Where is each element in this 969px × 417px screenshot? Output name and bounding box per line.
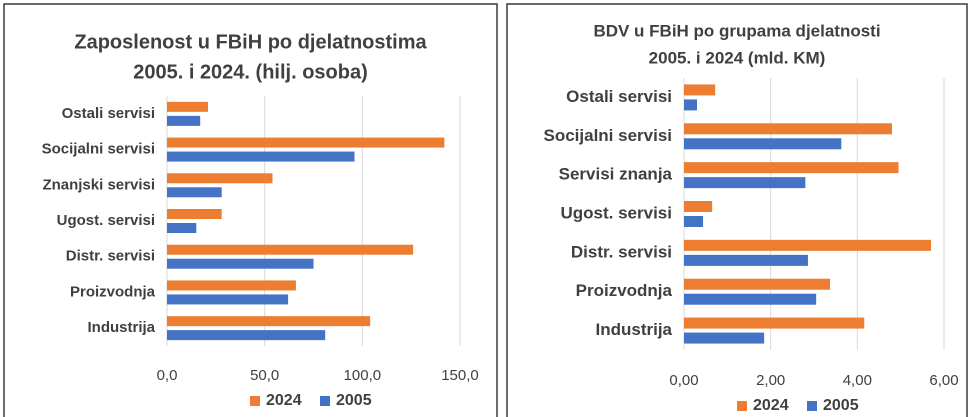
bar xyxy=(167,209,222,219)
y-tick-label: Distr. servisi xyxy=(66,248,155,265)
x-tick-label: 0,00 xyxy=(669,372,698,389)
x-tick-label: 2,00 xyxy=(756,372,785,389)
bar xyxy=(684,177,806,189)
y-tick-label: Socijalni servisi xyxy=(543,126,672,145)
bar xyxy=(167,151,355,162)
bar xyxy=(684,162,899,174)
y-tick-label: Socijalni servisi xyxy=(42,141,155,158)
panel-border xyxy=(3,3,498,417)
x-tick-label: 6,00 xyxy=(929,372,958,389)
bar xyxy=(684,123,892,135)
bar xyxy=(684,216,704,227)
bar xyxy=(167,258,314,269)
x-tick-label: 4,00 xyxy=(843,372,872,389)
bar xyxy=(684,293,817,305)
x-tick-label: 0,0 xyxy=(157,367,178,384)
x-tick-label: 100,0 xyxy=(344,367,382,384)
y-tick-label: Servisi znanja xyxy=(559,165,673,184)
bar xyxy=(167,115,201,126)
bar xyxy=(684,201,713,212)
bar xyxy=(684,138,842,150)
y-tick-label: Distr. servisi xyxy=(571,242,672,261)
chart-title: 2005. i 2024. (hilj. osoba) xyxy=(133,61,368,83)
y-tick-label: Proizvodnja xyxy=(70,283,156,300)
bar xyxy=(684,317,865,329)
bar xyxy=(684,254,808,266)
x-tick-label: 50,0 xyxy=(250,367,279,384)
legend-label: 2005 xyxy=(336,392,372,409)
chart-title: 2005. i 2024 (mld. KM) xyxy=(649,48,826,67)
bar xyxy=(684,99,697,111)
bar xyxy=(167,137,445,148)
y-tick-label: Industrija xyxy=(595,320,672,339)
chart-title: Zaposlenost u FBiH po djelatnostima xyxy=(74,31,427,53)
bar xyxy=(684,278,831,290)
legend-label: 2024 xyxy=(266,392,302,409)
y-tick-label: Ostali servisi xyxy=(62,105,155,122)
bar xyxy=(167,244,414,255)
legend-swatch xyxy=(737,401,747,411)
bar xyxy=(167,294,289,305)
y-tick-label: Ugost. servisi xyxy=(561,203,673,222)
bar xyxy=(684,332,765,344)
panel-border xyxy=(506,3,968,417)
chart-title: BDV u FBiH po grupama djelatnosti xyxy=(593,21,880,40)
bar xyxy=(167,223,197,233)
legend-label: 2005 xyxy=(823,397,859,414)
legend-swatch xyxy=(807,401,817,411)
bar xyxy=(167,330,326,341)
bar xyxy=(167,187,222,198)
y-tick-label: Industrija xyxy=(87,319,155,336)
bar xyxy=(167,280,296,291)
legend-label: 2024 xyxy=(753,397,789,414)
x-tick-label: 150,0 xyxy=(441,367,479,384)
bar xyxy=(167,316,371,327)
y-tick-label: Ugost. servisi xyxy=(57,212,155,229)
bar xyxy=(167,101,209,112)
bar xyxy=(684,239,931,251)
y-tick-label: Proizvodnja xyxy=(576,281,673,300)
y-tick-label: Ostali servisi xyxy=(566,87,672,106)
y-tick-label: Znanjski servisi xyxy=(42,176,155,193)
bar xyxy=(684,84,716,96)
bar xyxy=(167,173,273,184)
legend-swatch xyxy=(250,396,260,406)
legend-swatch xyxy=(320,396,330,406)
